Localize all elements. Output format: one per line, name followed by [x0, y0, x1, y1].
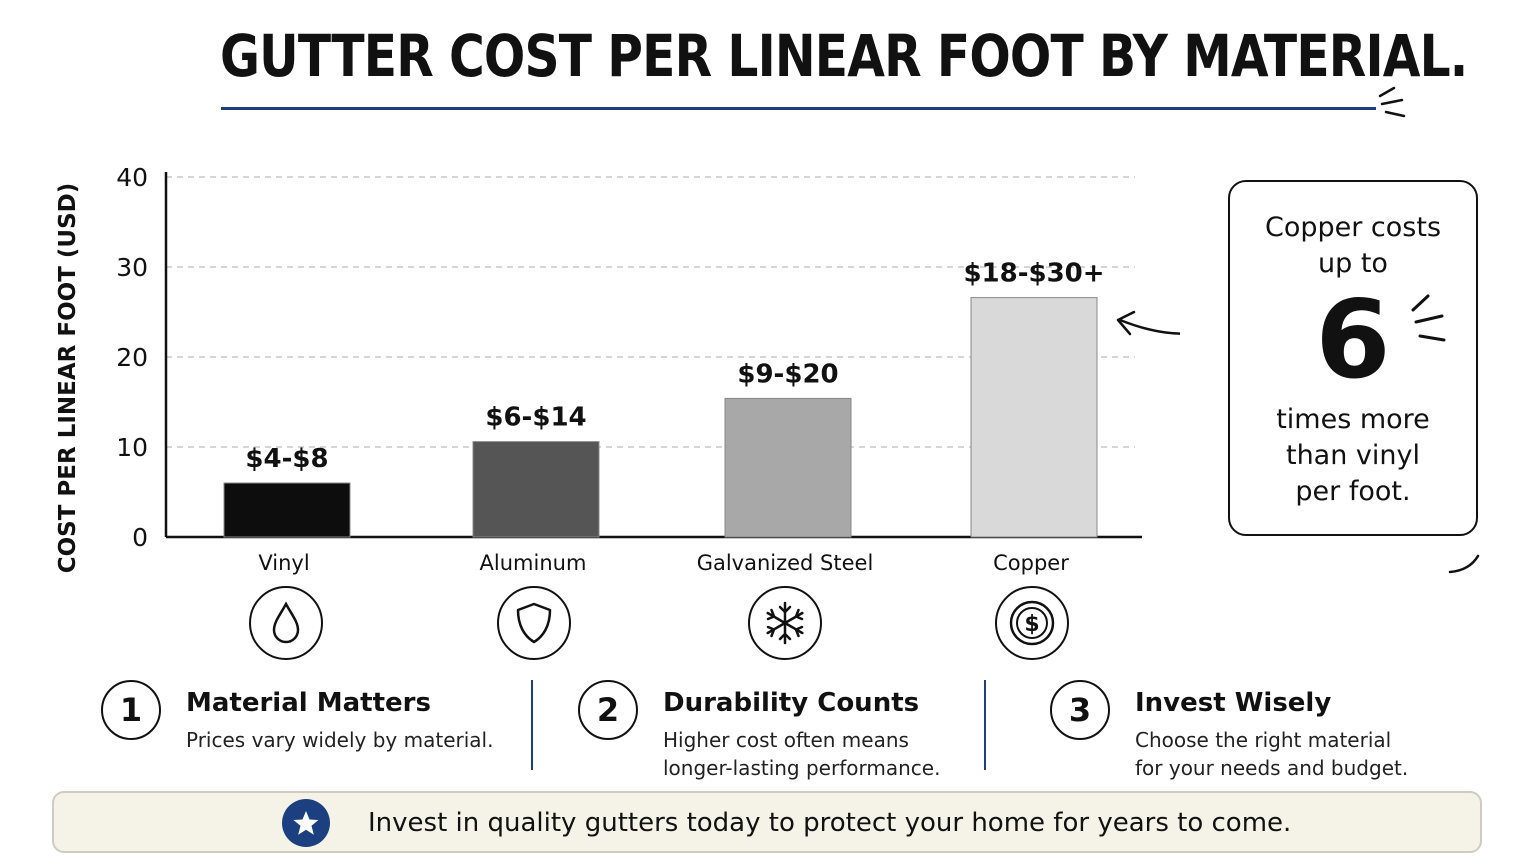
- star-icon: [282, 799, 330, 847]
- x-tick-label: Galvanized Steel: [697, 551, 874, 575]
- y-axis-title: COST PER LINEAR FOOT (USD): [55, 182, 81, 574]
- footer-banner: Invest in quality gutters today to prote…: [52, 791, 1482, 853]
- bar: [724, 397, 852, 538]
- callout-arrow: [1118, 318, 1180, 335]
- snowflake-icon: [748, 586, 822, 660]
- dollar-coin-icon: $: [995, 586, 1069, 660]
- callout-text-line: up to: [1318, 248, 1388, 279]
- data-label: $4-$8: [245, 444, 328, 474]
- bar: [970, 297, 1098, 538]
- callout-text-line: than vinyl: [1285, 440, 1420, 471]
- y-tick-label: 20: [116, 343, 148, 372]
- title-underline: [221, 107, 1376, 110]
- callout-text-line: times more: [1276, 404, 1430, 435]
- emphasis-burst-icon: [1411, 294, 1446, 342]
- callout-text-line: Copper costs: [1264, 212, 1442, 243]
- page-title: GUTTER COST PER LINEAR FOOT BY MATERIAL.: [220, 22, 1468, 90]
- svg-text:$: $: [1024, 612, 1039, 637]
- data-label: $18-$30+: [963, 259, 1104, 289]
- bar-chart: 0 10 20 30 40 $4-$8 Vinyl $6-$14 Aluminum $9-$20 G…: [116, 163, 1180, 575]
- arrow-head-icon: [1116, 310, 1136, 336]
- data-label: $6-$14: [485, 403, 586, 433]
- swoosh-mark-icon: [1448, 554, 1480, 574]
- accent-marks-icon: [1378, 86, 1406, 118]
- key-point-body: Higher cost often means longer-lasting p…: [663, 728, 941, 780]
- banner-text: Invest in quality gutters today to prote…: [368, 808, 1292, 838]
- key-point-heading: Invest Wisely: [1135, 688, 1332, 718]
- data-label: $9-$20: [737, 359, 838, 389]
- callout-big-number: 6: [1315, 278, 1391, 403]
- y-tick-label: 40: [116, 163, 148, 192]
- y-tick-label: 0: [132, 523, 148, 552]
- bar: [223, 482, 351, 538]
- step-number-badge: 3: [1050, 680, 1110, 740]
- key-point-body: Choose the right material for your needs…: [1135, 728, 1409, 780]
- step-number-badge: 1: [101, 680, 161, 740]
- key-point-body: Prices vary widely by material.: [186, 728, 494, 752]
- callout-text-line: per foot.: [1295, 476, 1411, 507]
- y-tick-label: 10: [116, 433, 148, 462]
- x-tick-label: Copper: [993, 551, 1069, 575]
- key-point-heading: Durability Counts: [663, 688, 920, 718]
- x-tick-label: Vinyl: [258, 551, 309, 575]
- shield-icon: [497, 586, 571, 660]
- bar: [472, 441, 600, 538]
- y-tick-label: 30: [116, 253, 148, 282]
- callout-box: Copper costs up to 6 times more than vin…: [1228, 180, 1478, 536]
- step-number-badge: 2: [578, 680, 638, 740]
- key-point-heading: Material Matters: [186, 688, 431, 718]
- section-divider: [531, 680, 533, 770]
- x-tick-label: Aluminum: [480, 551, 587, 575]
- water-drop-icon: [249, 586, 323, 660]
- section-divider: [984, 680, 986, 770]
